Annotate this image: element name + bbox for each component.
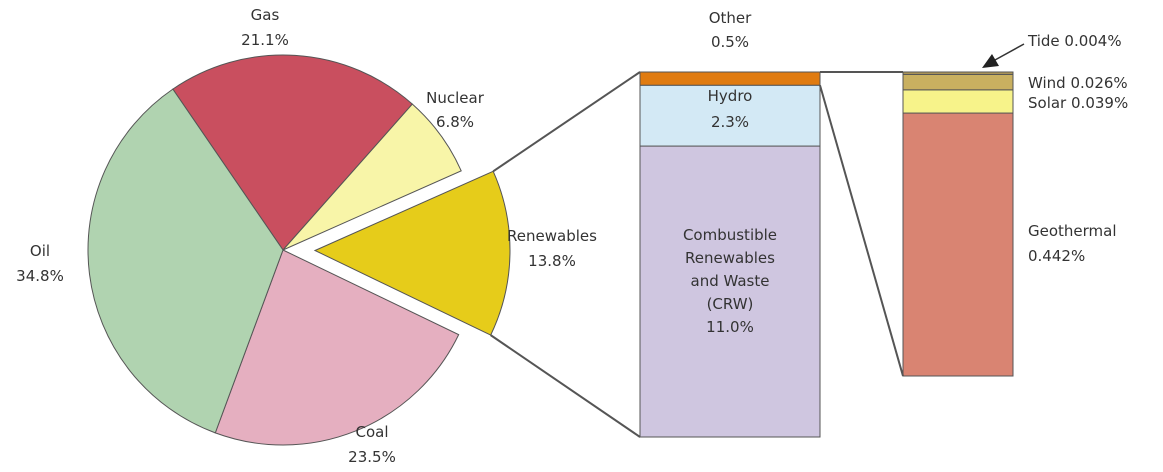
label-value: 34.8%: [16, 267, 64, 285]
label-name: Coal: [355, 423, 388, 441]
label: Tide 0.004%: [1027, 32, 1122, 50]
label-value: 0.039%: [1071, 94, 1128, 112]
label-value: 0.5%: [711, 33, 749, 51]
connector: [492, 71, 641, 173]
label-value: 2.3%: [711, 113, 749, 131]
segment-label: Combustible Renewables and Waste (CRW) 11…: [640, 224, 820, 339]
bar-segment: [639, 71, 821, 86]
label-name: Wind: [1028, 74, 1066, 92]
label: Other 0.5%: [709, 9, 752, 51]
pie-slice: [282, 103, 462, 251]
label-name: Nuclear: [426, 89, 485, 107]
pie-slice: [172, 54, 414, 251]
label-value: 11.0%: [706, 318, 754, 337]
arrow: [994, 43, 1025, 61]
bar-segment: [902, 71, 1014, 75]
label-name: Other: [709, 9, 752, 27]
pie-slice: [87, 88, 284, 434]
label: Nuclear 6.8%: [426, 89, 485, 131]
label-value: 6.8%: [436, 113, 474, 131]
label-value: 21.1%: [241, 31, 289, 49]
label: Wind 0.026%: [1028, 74, 1128, 92]
bar-segment: [639, 145, 821, 438]
label-value: 0.026%: [1070, 74, 1127, 92]
pie-slice: [313, 170, 511, 336]
label-name: Tide: [1027, 32, 1060, 50]
label: Gas 21.1%: [241, 6, 289, 49]
label-name: Gas: [251, 6, 280, 24]
label: Renewables 13.8%: [507, 227, 597, 270]
bar-segment: [902, 112, 1014, 377]
label-name: Renewables: [507, 227, 597, 245]
pie-slice: [214, 249, 460, 446]
bar-segment: [639, 84, 821, 147]
label: Oil 34.8%: [16, 242, 64, 285]
label: Solar 0.039%: [1028, 94, 1128, 112]
label-name: Combustible Renewables and Waste (CRW): [682, 226, 778, 314]
connector: [819, 84, 904, 377]
label-name: Solar: [1028, 94, 1067, 112]
label-name: Hydro: [708, 87, 753, 105]
label: Hydro 2.3%: [708, 87, 753, 131]
bar-segment: [902, 73, 1014, 91]
bar-segment: [902, 89, 1014, 114]
label-name: Geothermal: [1028, 222, 1117, 240]
label-value: 0.442%: [1028, 247, 1085, 265]
label: Geothermal 0.442%: [1028, 222, 1117, 265]
connector: [490, 334, 641, 438]
label-value: 23.5%: [348, 448, 396, 466]
arrow-head: [982, 54, 999, 68]
label-value: 0.004%: [1064, 32, 1121, 50]
label: Coal 23.5%: [348, 423, 396, 466]
label-value: 13.8%: [528, 252, 576, 270]
label-name: Oil: [30, 242, 50, 260]
